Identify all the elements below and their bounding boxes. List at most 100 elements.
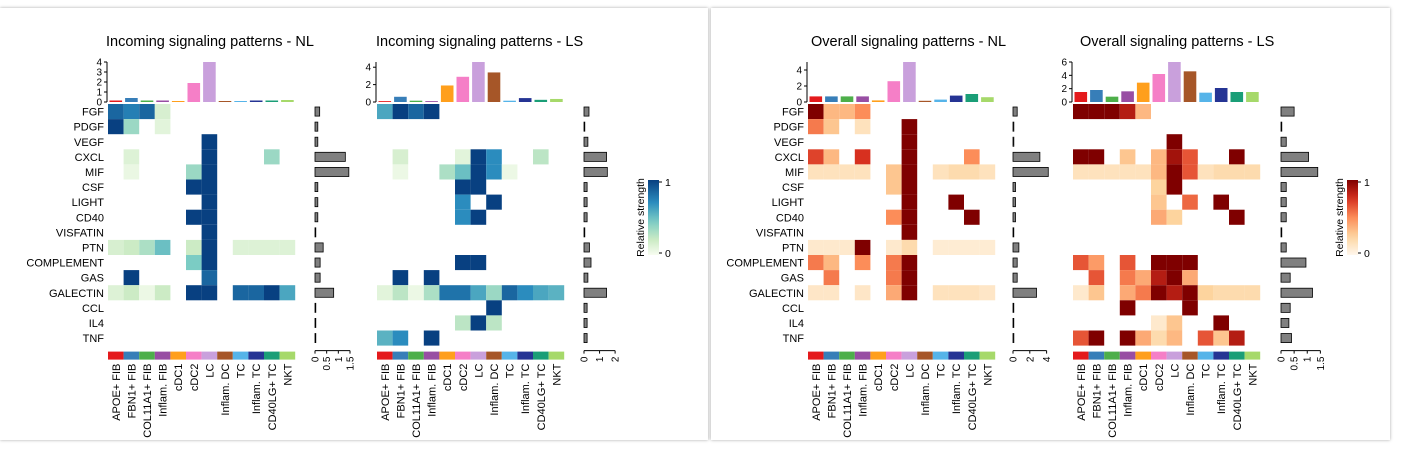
top-bar [856,96,869,102]
column-label: Inflam. TC [251,364,263,415]
heatmap-cell [108,239,124,255]
heatmap-cell [201,224,218,240]
row-label: CCL [782,303,804,315]
right-bar-tick-label: 0 [580,356,591,362]
heatmap-cell [123,149,140,165]
column-label: NKT [282,363,294,385]
heatmap-cell [823,255,840,271]
column-label: Inflam. TC [520,364,532,415]
heatmap-cell [123,270,140,286]
heatmap-cell [948,239,964,255]
column-color-strip [1213,351,1229,360]
heatmap-cell [1166,315,1183,331]
heatmap-cell [1119,164,1136,180]
column-label: LC [473,364,485,378]
heatmap-cell [1151,209,1167,225]
top-bar [934,99,947,102]
column-label: cDC1 [873,364,885,392]
column-color-strip [1135,351,1151,360]
heatmap-cell [392,164,409,180]
right-bar [583,166,608,177]
heatmap-cell [1151,255,1167,271]
column-color-strip [264,351,280,360]
top-bar [487,72,501,102]
heatmap-cell [964,239,980,255]
top-bar [918,100,932,102]
heatmap-cell [1119,285,1136,301]
top-bar [109,100,123,102]
heatmap-cell [201,239,218,255]
column-label: APOE+ FIB [111,364,123,421]
heatmap-cell [854,149,871,165]
legend-title: Relative strength [635,178,647,257]
row-label: CD40 [76,212,104,224]
top-bar-tick-label: 6 [1061,58,1067,69]
row-label: VISFATIN [56,227,104,239]
top-bar-tick-label: 2 [1061,84,1067,95]
legend-colorbar [1347,180,1358,255]
heatmap-cell [186,209,202,225]
heatmap-cell [1135,330,1151,346]
column-color-strip [1197,351,1214,360]
right-bar [1280,121,1283,132]
row-label: PTN [782,242,804,254]
row-label: VEGF [774,137,804,149]
right-bar [1012,166,1049,177]
top-bar [809,96,823,102]
top-bar [887,81,901,102]
column-color-strip [964,351,980,360]
column-label: Inflam. FIB [158,364,170,417]
panel-overall: Overall signaling patterns - NL FGF PDGF VE… [711,8,1390,440]
chart-title: Overall signaling patterns - NL [811,34,1006,50]
top-bar-tick-label: 4 [96,58,102,69]
column-label: COL11A1+ FIB [142,364,154,438]
right-bar [314,317,317,328]
heatmap-cell [1182,300,1198,316]
heatmap-cell [1182,270,1198,286]
right-bar [314,272,321,283]
row-label: PDGF [73,122,104,134]
heatmap-cell [964,285,980,301]
right-bar [314,197,319,208]
heatmap-cell [201,134,218,150]
top-bar-tick-label: 1 [96,88,102,99]
heatmap-cell [1166,330,1183,346]
top-bar [187,83,201,102]
right-bar-tick-label: 2 [611,356,622,362]
right-bar [1012,121,1015,132]
heatmap-cell [201,164,218,180]
heatmap-cell [139,104,155,120]
heatmap-cell [886,164,902,180]
heatmap-cell [470,179,487,195]
heatmap-cell [1229,330,1245,346]
row-label: GALECTIN [49,288,104,300]
top-bar [234,101,247,102]
heatmap-cell [854,285,871,301]
heatmap-cell [1119,270,1136,286]
column-color-strip [979,351,996,360]
column-color-strip [1073,351,1089,360]
row-label: CXCL [775,152,804,164]
right-bar [314,151,346,162]
right-bar [314,257,321,268]
legend-max-label: 1 [665,177,671,189]
heatmap-cell [1088,270,1105,286]
row-label: MIF [85,167,104,179]
column-label: CD40LG+ TC [536,364,548,431]
heatmap-cell [1182,285,1198,301]
column-color-strip [548,351,565,360]
heatmap-cell [123,164,140,180]
column-color-strip [108,351,124,360]
top-bar [965,94,979,102]
heatmap-cell [154,239,171,255]
heatmap-cell [377,330,393,346]
right-bar [1012,197,1016,208]
heatmap-cell [455,285,471,301]
column-color-strip [154,351,171,360]
row-label: PDGF [773,122,804,134]
heatmap-cell [408,285,424,301]
heatmap-cell [901,149,918,165]
heatmap-cell [1213,285,1229,301]
top-bar [1183,71,1197,102]
column-color-strip [201,351,218,360]
